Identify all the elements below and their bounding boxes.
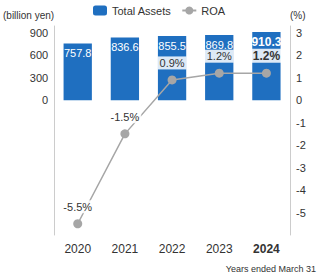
svg-text:855.5: 855.5 <box>158 40 186 52</box>
svg-text:2024: 2024 <box>253 242 280 256</box>
svg-text:2020: 2020 <box>64 242 91 256</box>
svg-text:-2: -2 <box>296 139 306 151</box>
svg-text:-4: -4 <box>296 184 306 196</box>
svg-text:-5.5%: -5.5% <box>63 201 92 213</box>
svg-text:2021: 2021 <box>112 242 139 256</box>
svg-text:0: 0 <box>296 94 302 106</box>
svg-text:2023: 2023 <box>206 242 233 256</box>
svg-text:ROA: ROA <box>201 5 226 17</box>
svg-text:910.3: 910.3 <box>251 35 281 49</box>
svg-text:0: 0 <box>42 94 48 106</box>
svg-text:1.2%: 1.2% <box>207 50 232 62</box>
svg-text:-1: -1 <box>296 117 306 129</box>
svg-text:600: 600 <box>30 49 48 61</box>
svg-text:Years ended March 31: Years ended March 31 <box>226 264 316 274</box>
svg-text:(billion yen): (billion yen) <box>3 10 54 21</box>
svg-text:-1.5%: -1.5% <box>111 111 140 123</box>
svg-text:869.8: 869.8 <box>205 39 233 51</box>
svg-text:(%): (%) <box>290 10 306 21</box>
svg-text:-5: -5 <box>296 207 306 219</box>
svg-text:1: 1 <box>296 72 302 84</box>
svg-text:0.9%: 0.9% <box>160 57 185 69</box>
svg-text:836.6: 836.6 <box>111 41 139 53</box>
svg-text:1.2%: 1.2% <box>253 49 281 63</box>
svg-text:-3: -3 <box>296 162 306 174</box>
svg-text:2022: 2022 <box>159 242 186 256</box>
svg-text:2: 2 <box>296 49 302 61</box>
svg-text:300: 300 <box>30 72 48 84</box>
svg-text:757.8: 757.8 <box>64 47 92 59</box>
svg-text:3: 3 <box>296 27 302 39</box>
svg-text:Total Assets: Total Assets <box>112 5 171 17</box>
svg-text:900: 900 <box>30 27 48 39</box>
